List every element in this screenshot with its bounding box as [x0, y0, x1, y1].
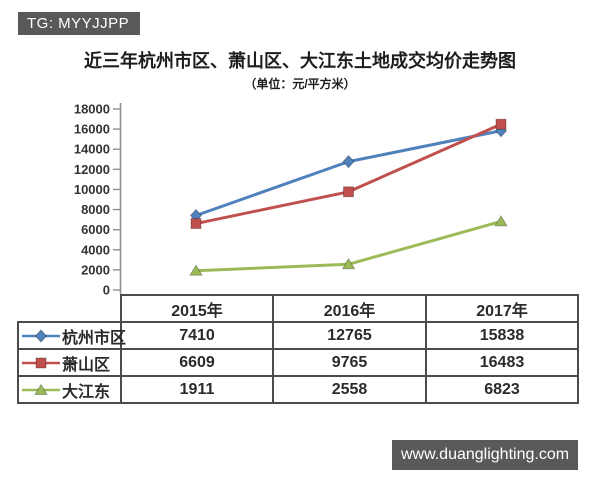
value-cell: 6823 — [425, 375, 579, 404]
value-cell: 7410 — [120, 321, 274, 350]
value-cell: 2558 — [272, 375, 427, 404]
table-header-row: 2015年 2016年 2017年 — [18, 294, 579, 323]
svg-text:18000: 18000 — [74, 102, 110, 117]
tg-watermark-text: TG: MYYJJPP — [27, 15, 130, 32]
legend-cell-xiaoshan: 萧山区 — [17, 348, 122, 377]
chart-data-table: 2015年 2016年 2017年 杭州市区 7410 12765 15838 … — [17, 294, 579, 404]
value-cell: 12765 — [272, 321, 427, 350]
triangle-marker-icon — [22, 383, 60, 395]
table-row-dajiangdong: 大江东 1911 2558 6823 — [17, 375, 579, 404]
table-row-hangzhou: 杭州市区 7410 12765 15838 — [17, 321, 579, 350]
table-corner-cell — [18, 295, 121, 322]
diamond-marker-icon — [22, 328, 60, 343]
svg-text:4000: 4000 — [81, 242, 110, 257]
legend-cell-dajiangdong: 大江东 — [17, 375, 122, 404]
series-label: 萧山区 — [62, 356, 111, 374]
chart-title: 近三年杭州市区、萧山区、大江东土地成交均价走势图 — [84, 51, 516, 71]
svg-text:12000: 12000 — [74, 162, 110, 177]
tg-watermark-badge: TG: MYYJJPP — [18, 12, 140, 35]
value-cell: 9765 — [272, 348, 427, 377]
value-cell: 6609 — [120, 348, 274, 377]
year-header-2015: 2015年 — [120, 294, 274, 323]
series-label: 杭州市区 — [62, 329, 127, 347]
year-header-2017: 2017年 — [425, 294, 579, 323]
series-label: 大江东 — [62, 383, 111, 401]
svg-text:10000: 10000 — [74, 182, 110, 197]
svg-text:8000: 8000 — [81, 202, 110, 217]
chart-header: 近三年杭州市区、萧山区、大江东土地成交均价走势图 （单位：元/平方米） — [0, 50, 600, 92]
svg-text:16000: 16000 — [74, 122, 110, 137]
year-header-2016: 2016年 — [272, 294, 427, 323]
value-cell: 1911 — [120, 375, 274, 404]
svg-text:14000: 14000 — [74, 142, 110, 157]
website-watermark-badge: www.duanglighting.com — [392, 440, 578, 470]
svg-text:6000: 6000 — [81, 222, 110, 237]
square-marker-icon — [22, 357, 60, 368]
value-cell: 15838 — [425, 321, 579, 350]
value-cell: 16483 — [425, 348, 579, 377]
website-watermark-text: www.duanglighting.com — [400, 446, 570, 463]
table-row-xiaoshan: 萧山区 6609 9765 16483 — [17, 348, 579, 377]
svg-text:2000: 2000 — [81, 262, 110, 277]
legend-cell-hangzhou: 杭州市区 — [17, 321, 126, 350]
chart-subtitle: （单位：元/平方米） — [244, 77, 356, 91]
